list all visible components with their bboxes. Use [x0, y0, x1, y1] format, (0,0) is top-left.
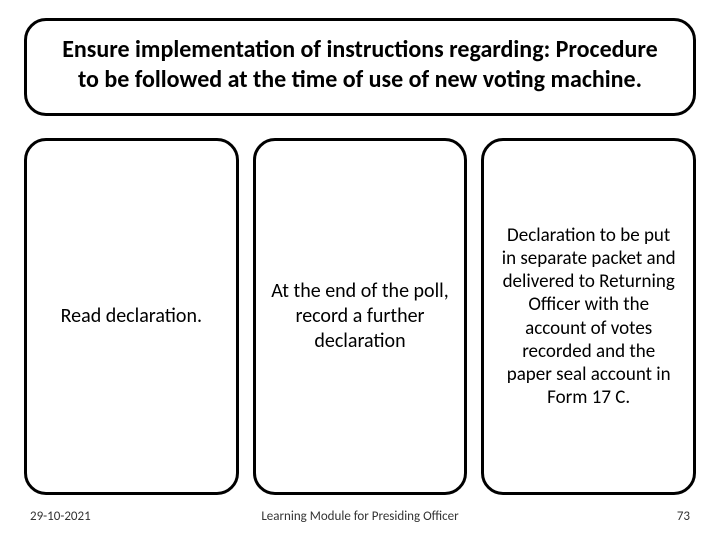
header-box: Ensure implementation of instructions re… [24, 18, 696, 116]
footer: 29-10-2021 Learning Module for Presiding… [24, 495, 696, 540]
card-3-text: Declaration to be put in separate packet… [498, 224, 679, 409]
slide: Ensure implementation of instructions re… [0, 0, 720, 540]
header-title: Ensure implementation of instructions re… [62, 35, 658, 94]
card-row: Read declaration. At the end of the poll… [24, 138, 696, 495]
card-3: Declaration to be put in separate packet… [481, 138, 696, 495]
card-1-text: Read declaration. [61, 304, 202, 329]
card-2: At the end of the poll, record a further… [253, 138, 468, 495]
footer-page: 73 [580, 509, 690, 524]
footer-module: Learning Module for Presiding Officer [140, 509, 580, 524]
footer-date: 29-10-2021 [30, 509, 140, 524]
card-2-text: At the end of the poll, record a further… [270, 279, 451, 354]
card-1: Read declaration. [24, 138, 239, 495]
